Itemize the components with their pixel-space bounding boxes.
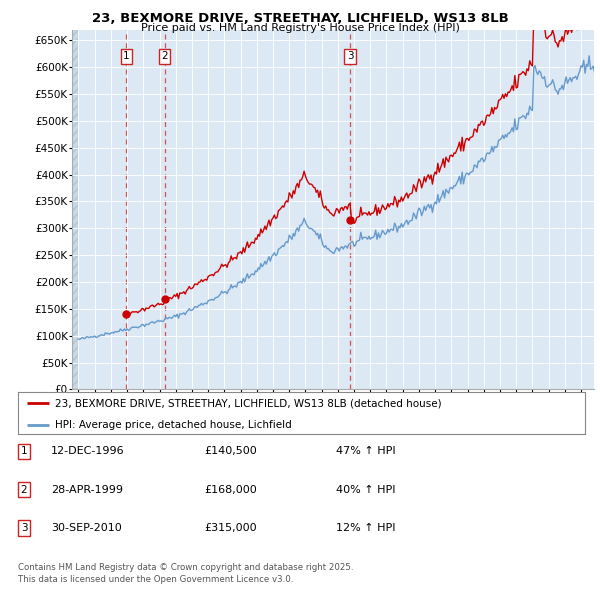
Text: HPI: Average price, detached house, Lichfield: HPI: Average price, detached house, Lich…	[55, 419, 292, 430]
Text: Contains HM Land Registry data © Crown copyright and database right 2025.
This d: Contains HM Land Registry data © Crown c…	[18, 563, 353, 584]
Text: 30-SEP-2010: 30-SEP-2010	[51, 523, 122, 533]
Text: 3: 3	[20, 523, 28, 533]
Text: 2: 2	[161, 51, 168, 61]
Text: £140,500: £140,500	[204, 447, 257, 456]
Text: 1: 1	[123, 51, 130, 61]
Text: Price paid vs. HM Land Registry's House Price Index (HPI): Price paid vs. HM Land Registry's House …	[140, 23, 460, 33]
Text: 47% ↑ HPI: 47% ↑ HPI	[336, 447, 395, 456]
Text: £168,000: £168,000	[204, 485, 257, 494]
Text: 12% ↑ HPI: 12% ↑ HPI	[336, 523, 395, 533]
Text: 28-APR-1999: 28-APR-1999	[51, 485, 123, 494]
Text: 40% ↑ HPI: 40% ↑ HPI	[336, 485, 395, 494]
Text: 23, BEXMORE DRIVE, STREETHAY, LICHFIELD, WS13 8LB (detached house): 23, BEXMORE DRIVE, STREETHAY, LICHFIELD,…	[55, 398, 442, 408]
Text: 1: 1	[20, 447, 28, 456]
Text: 2: 2	[20, 485, 28, 494]
Text: £315,000: £315,000	[204, 523, 257, 533]
Text: 23, BEXMORE DRIVE, STREETHAY, LICHFIELD, WS13 8LB: 23, BEXMORE DRIVE, STREETHAY, LICHFIELD,…	[92, 12, 508, 25]
Text: 3: 3	[347, 51, 353, 61]
Text: 12-DEC-1996: 12-DEC-1996	[51, 447, 125, 456]
